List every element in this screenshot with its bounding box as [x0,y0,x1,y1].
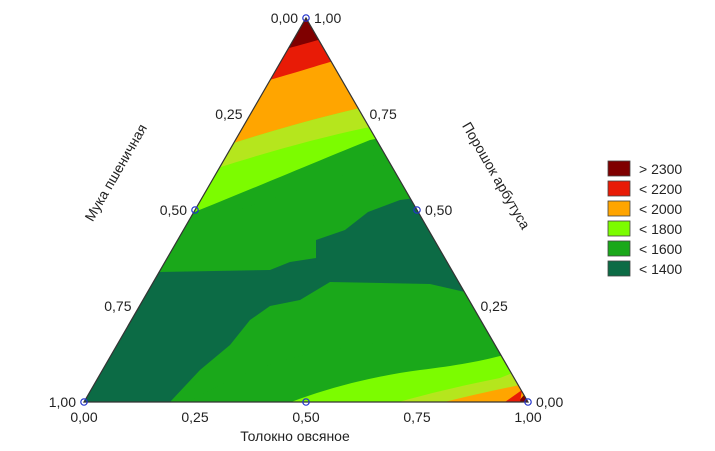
left-axis-title: Мука пшеничная [81,121,150,224]
left-tick-label: 1,00 [49,394,76,410]
left-tick-label: 0,25 [215,106,242,122]
band-2000-bottom [380,380,528,402]
band-1900-bottom [340,370,520,402]
right-tick-label: 0,75 [370,106,397,122]
design-point-marker [80,398,88,406]
band-2300 [250,18,470,60]
legend-label: > 2300 [639,161,682,177]
right-tick-label: 0,00 [536,394,563,410]
bottom-axis-title: Толокно овсяное [240,428,350,444]
bottom-tick-label: 0,00 [70,409,97,425]
band-1700-bottom [250,350,528,402]
band-1600-top [150,145,470,280]
legend-label: < 1800 [639,221,682,237]
design-point-marker [302,14,310,22]
band-1400 [84,196,500,402]
right-tick-label: 1,00 [314,10,341,26]
left-tick-label: 0,75 [104,298,131,314]
right-axis-title: Порошок арбутуса [459,119,533,232]
design-point-marker [302,398,310,406]
legend-swatch [607,240,631,257]
tick-labels: 0,00 0,25 0,50 0,75 1,00 1,00 0,75 0,50 0,25 0,00… [49,10,564,425]
bottom-tick-label: 0,50 [292,409,319,425]
left-tick-label: 0,50 [160,202,187,218]
legend: > 2300 < 2200 < 2000 < 1800 < 1600 < 1400 [607,160,682,277]
design-points [80,14,532,406]
right-tick-label: 0,25 [481,298,508,314]
legend-label: < 2000 [639,201,682,217]
legend-swatch [607,220,631,237]
legend-swatch [607,200,631,217]
bottom-tick-label: 0,75 [403,409,430,425]
legend-swatch [607,260,631,277]
design-point-marker [524,398,532,406]
band-2200-bottom [505,390,522,402]
design-point-marker [413,206,421,214]
bottom-tick-label: 1,00 [514,409,541,425]
triangle-outline [82,16,530,403]
bottom-tick-label: 0,25 [181,409,208,425]
legend-label: < 1600 [639,241,682,257]
legend-swatch [607,180,631,197]
contour-bands [84,18,528,402]
design-point-marker [191,206,199,214]
right-tick-label: 0,50 [425,202,452,218]
legend-swatch [607,160,631,177]
legend-label: < 1400 [639,261,682,277]
left-tick-label: 0,00 [271,10,298,26]
legend-label: < 2200 [639,181,682,197]
